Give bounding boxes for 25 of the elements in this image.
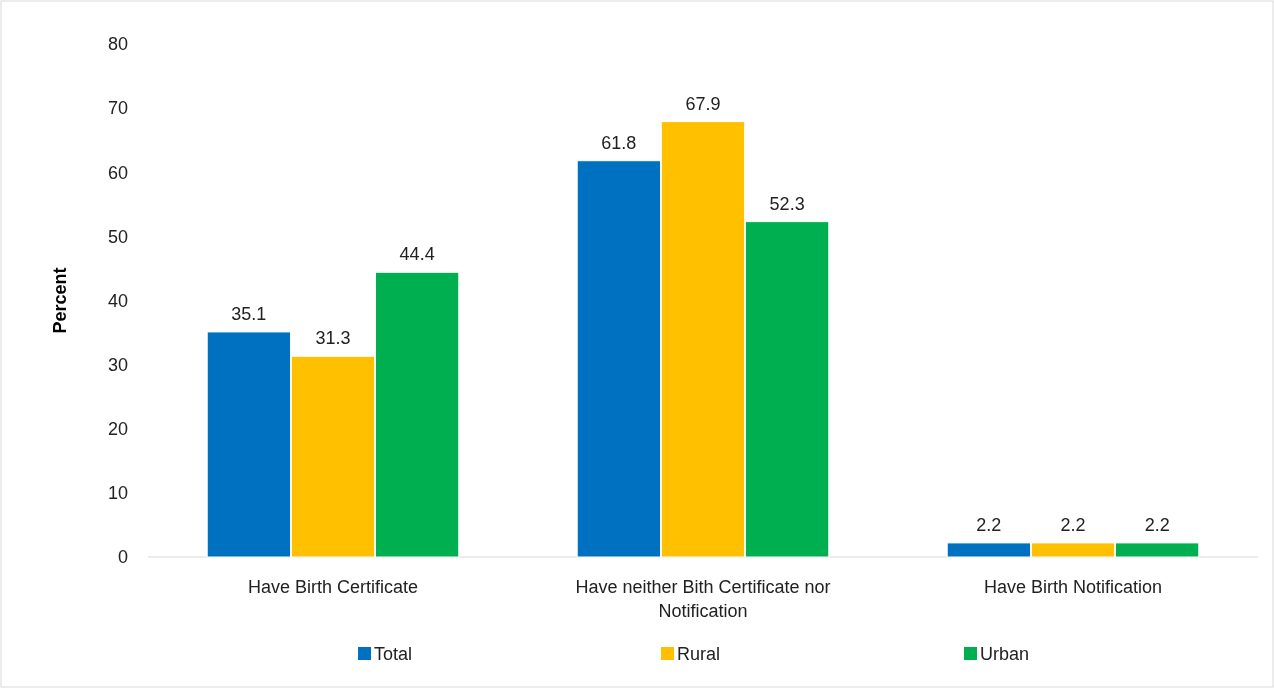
- y-tick-label: 70: [107, 98, 128, 119]
- data-label: 44.4: [399, 244, 435, 265]
- y-tick-label: 0: [117, 547, 128, 568]
- legend-label: Rural: [677, 644, 721, 665]
- y-tick-label: 30: [107, 354, 128, 375]
- data-label: 35.1: [231, 303, 267, 324]
- y-tick-label: 50: [107, 226, 128, 247]
- y-tick-label: 10: [107, 483, 128, 504]
- y-tick-label: 40: [107, 290, 128, 311]
- data-label: 52.3: [769, 193, 805, 214]
- data-label: 2.2: [1144, 514, 1170, 535]
- legend-label: Total: [374, 644, 413, 665]
- y-axis-title: Percent: [50, 267, 70, 334]
- y-tick-label: 80: [107, 34, 128, 55]
- data-label: 2.2: [1060, 514, 1086, 535]
- data-label: 61.8: [601, 132, 637, 153]
- data-label: 31.3: [315, 328, 351, 349]
- x-tick-label: Have neither Bith Certificate nor Notification: [575, 577, 831, 621]
- y-tick-label: 20: [107, 419, 128, 440]
- legend-label: Urban: [980, 644, 1030, 665]
- x-tick-label: Have Birth Notification: [983, 577, 1163, 597]
- data-label: 67.9: [685, 93, 721, 114]
- data-label: 2.2: [976, 514, 1002, 535]
- x-tick-label: Have Birth Certificate: [247, 577, 419, 597]
- y-tick-label: 60: [107, 162, 128, 183]
